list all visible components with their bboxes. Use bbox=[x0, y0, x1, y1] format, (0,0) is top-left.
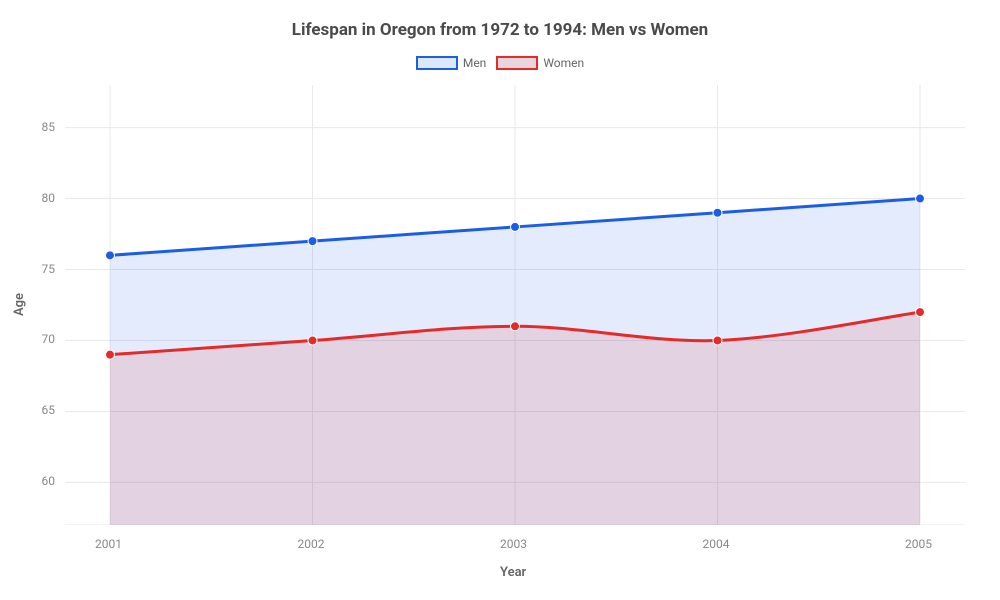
legend-swatch-women bbox=[496, 56, 538, 70]
x-tick: 2002 bbox=[298, 537, 325, 551]
x-tick: 2004 bbox=[703, 537, 730, 551]
x-tick: 2005 bbox=[905, 537, 932, 551]
legend-swatch-men bbox=[416, 56, 458, 70]
chart-container: Lifespan in Oregon from 1972 to 1994: Me… bbox=[0, 0, 1000, 600]
legend-item-men: Men bbox=[416, 56, 486, 70]
x-tick: 2001 bbox=[95, 537, 122, 551]
y-tick: 60 bbox=[42, 474, 56, 488]
chart-svg bbox=[65, 85, 965, 525]
legend-label-men: Men bbox=[463, 56, 486, 70]
marker-men bbox=[511, 222, 520, 231]
y-tick: 70 bbox=[42, 332, 56, 346]
marker-women bbox=[106, 350, 115, 359]
y-tick: 75 bbox=[42, 262, 56, 276]
chart-title: Lifespan in Oregon from 1972 to 1994: Me… bbox=[0, 20, 1000, 40]
y-axis-label: Age bbox=[12, 293, 27, 316]
marker-women bbox=[713, 336, 722, 345]
x-tick: 2003 bbox=[500, 537, 527, 551]
plot-area bbox=[65, 85, 965, 525]
x-axis-label: Year bbox=[500, 565, 526, 580]
marker-men bbox=[713, 208, 722, 217]
marker-men bbox=[106, 251, 115, 260]
legend: Men Women bbox=[0, 56, 1000, 70]
marker-men bbox=[308, 237, 317, 246]
legend-item-women: Women bbox=[496, 56, 584, 70]
y-tick: 85 bbox=[42, 120, 56, 134]
legend-label-women: Women bbox=[543, 56, 584, 70]
marker-men bbox=[916, 194, 925, 203]
y-tick: 80 bbox=[42, 191, 56, 205]
y-tick: 65 bbox=[42, 403, 56, 417]
marker-women bbox=[308, 336, 317, 345]
marker-women bbox=[511, 322, 520, 331]
marker-women bbox=[916, 308, 925, 317]
